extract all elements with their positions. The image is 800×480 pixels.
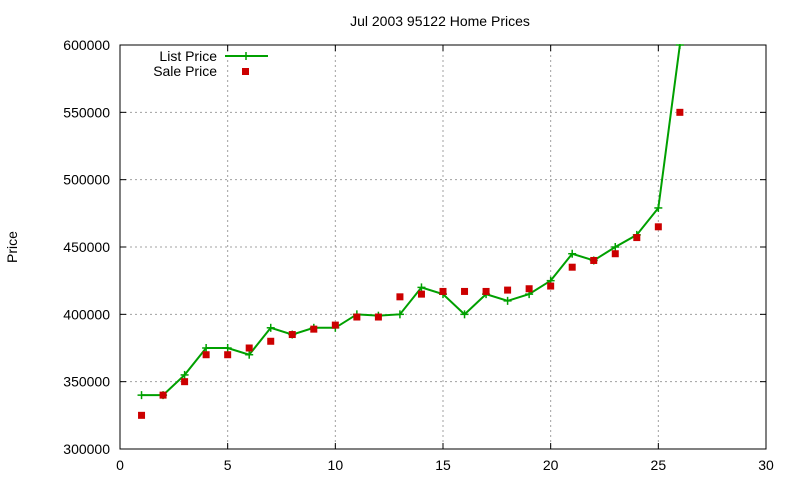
y-axis-label: Price xyxy=(4,231,20,263)
list-price-point xyxy=(675,44,684,49)
series-layer xyxy=(137,44,684,419)
list-price-point xyxy=(266,323,275,332)
sale-price-point xyxy=(138,411,146,419)
x-tick-label: 5 xyxy=(224,457,232,473)
series-list-price xyxy=(137,44,684,400)
axis-ticks: 0 5 10 15 20 25 30 300000 350000 400000 450000 5000… xyxy=(63,37,774,473)
list-price-point xyxy=(503,296,512,305)
list-price-point xyxy=(395,310,404,319)
sale-price-point xyxy=(461,287,469,295)
y-tick-label: 350000 xyxy=(63,374,110,390)
list-price-point xyxy=(223,344,232,352)
sale-price-point xyxy=(181,378,189,386)
sale-price-point xyxy=(202,351,210,359)
list-price-point xyxy=(654,203,663,212)
sale-price-point xyxy=(245,344,253,352)
legend-cross-list-price xyxy=(242,52,250,60)
sale-price-point xyxy=(374,313,382,321)
sale-price-point xyxy=(654,223,662,231)
x-tick-label: 0 xyxy=(116,457,124,473)
x-tick-label: 30 xyxy=(758,457,774,473)
x-tick-label: 15 xyxy=(435,457,451,473)
sale-price-point xyxy=(288,331,296,339)
series-sale-price xyxy=(138,108,684,419)
list-price-point xyxy=(137,391,146,400)
sale-price-point xyxy=(224,351,232,359)
list-price-point xyxy=(568,249,577,258)
list-price-point xyxy=(245,350,254,359)
list-price-point xyxy=(202,344,211,352)
y-tick-label: 400000 xyxy=(63,306,110,322)
list-price-point xyxy=(180,370,189,379)
x-tick-label: 10 xyxy=(328,457,344,473)
legend-label-sale-price: Sale Price xyxy=(153,63,217,79)
sale-price-point xyxy=(396,293,404,301)
x-tick-label: 25 xyxy=(651,457,667,473)
sale-price-point xyxy=(633,234,641,242)
series-line xyxy=(141,44,681,397)
sale-price-point xyxy=(611,250,619,258)
sale-price-point xyxy=(331,321,339,329)
x-tick-label: 20 xyxy=(543,457,559,473)
list-price-point xyxy=(460,310,469,319)
legend-label-list-price: List Price xyxy=(159,48,217,64)
grid-lines xyxy=(120,45,766,449)
list-price-point xyxy=(611,243,620,251)
sale-price-point xyxy=(504,286,512,294)
sale-price-point xyxy=(547,282,555,290)
legend: List Price Sale Price xyxy=(153,48,268,79)
y-tick-label: 300000 xyxy=(63,441,110,457)
y-tick-label: 500000 xyxy=(63,172,110,188)
sale-price-point xyxy=(267,337,275,345)
sale-price-point xyxy=(568,263,576,271)
y-tick-label: 550000 xyxy=(63,104,110,120)
legend-marker-sale-price xyxy=(242,68,249,75)
sale-price-point xyxy=(417,290,425,298)
sale-price-point xyxy=(676,108,684,116)
sale-price-point xyxy=(353,313,361,321)
sale-price-point xyxy=(159,391,167,399)
sale-price-point xyxy=(482,287,490,295)
sale-price-point xyxy=(590,256,598,264)
legend-marks xyxy=(225,52,268,75)
sale-price-point xyxy=(525,285,533,293)
sale-price-point xyxy=(310,325,318,333)
sale-price-point xyxy=(439,287,447,295)
list-price-point xyxy=(417,283,426,292)
y-tick-label: 600000 xyxy=(63,37,110,53)
chart-title: Jul 2003 95122 Home Prices xyxy=(350,13,530,29)
y-tick-label: 450000 xyxy=(63,239,110,255)
